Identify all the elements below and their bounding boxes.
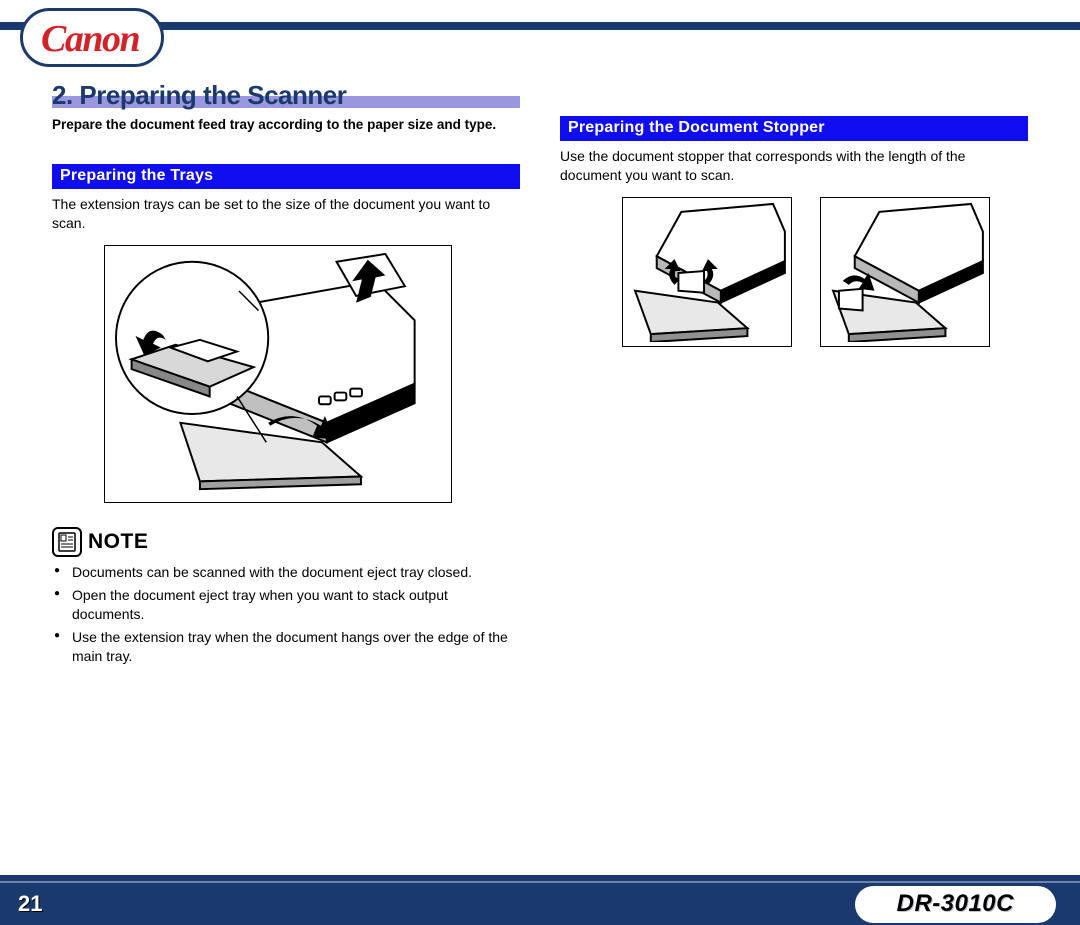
stopper-text: Use the document stopper that correspond… xyxy=(560,147,1028,185)
figure-trays xyxy=(104,245,452,503)
note-item: Documents can be scanned with the docume… xyxy=(70,563,520,583)
logo-bubble: Canon xyxy=(20,8,164,67)
note-label: NOTE xyxy=(88,530,148,554)
chapter-row: 2. Preparing the Scanner xyxy=(52,80,520,110)
brand-logo: Canon xyxy=(41,17,139,61)
left-column: 2. Preparing the Scanner Prepare the doc… xyxy=(52,80,520,670)
chapter-title: 2. Preparing the Scanner xyxy=(52,80,520,111)
page-number: 21 xyxy=(18,891,42,917)
note-icon xyxy=(52,527,82,557)
figure-stopper-1 xyxy=(622,197,792,347)
note-list: Documents can be scanned with the docume… xyxy=(52,563,520,667)
scanner-illustration-small-2 xyxy=(825,202,985,342)
page-header: Canon xyxy=(0,0,1080,60)
trays-text: The extension trays can be set to the si… xyxy=(52,195,520,233)
figure-stopper-2 xyxy=(820,197,990,347)
right-column: Preparing the Document Stopper Use the d… xyxy=(560,80,1028,670)
footer-inner: 21 DR-3010C xyxy=(0,881,1080,925)
note-block: NOTE Documents can be scanned with the d… xyxy=(52,527,520,667)
intro-text: Prepare the document feed tray according… xyxy=(52,116,520,134)
content-area: 2. Preparing the Scanner Prepare the doc… xyxy=(0,60,1080,670)
figure-row xyxy=(622,197,1028,347)
note-item: Use the extension tray when the document… xyxy=(70,628,520,667)
section-heading-stopper: Preparing the Document Stopper xyxy=(560,116,1028,141)
note-head: NOTE xyxy=(52,527,520,557)
spacer xyxy=(560,80,1028,116)
page-footer: 21 DR-3010C xyxy=(0,875,1080,925)
scanner-illustration-large xyxy=(111,252,445,496)
note-item: Open the document eject tray when you wa… xyxy=(70,586,520,625)
scanner-illustration-small-1 xyxy=(627,202,787,342)
section-heading-trays: Preparing the Trays xyxy=(52,164,520,189)
model-badge: DR-3010C xyxy=(855,886,1056,923)
